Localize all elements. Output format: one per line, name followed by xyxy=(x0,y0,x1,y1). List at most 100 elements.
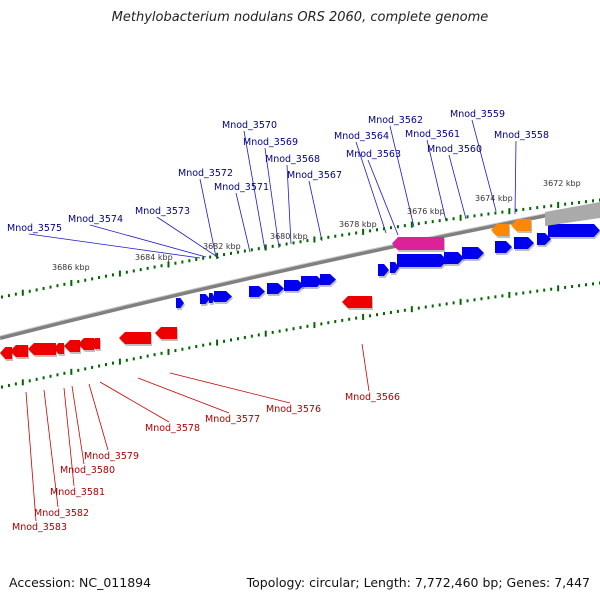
upper-scale-tick xyxy=(466,215,469,219)
lower-scale-tick xyxy=(250,334,253,338)
upper-scale-tick xyxy=(355,231,358,235)
lower-scale-tick xyxy=(515,292,518,296)
scale-tick-label: 3682 kbp xyxy=(203,242,241,251)
reverse-gene-arrow xyxy=(10,345,29,359)
lower-scale-tick xyxy=(153,353,156,357)
rna-feature xyxy=(491,224,510,238)
lower-scale-tick xyxy=(445,302,448,306)
gene-leader-line xyxy=(243,130,266,251)
upper-scale-tick xyxy=(132,269,135,273)
lower-scale-tick xyxy=(501,294,504,298)
upper-scale-tick xyxy=(223,253,226,257)
upper-scale-tick xyxy=(7,294,10,298)
lower-scale-tick xyxy=(403,308,406,312)
upper-scale-tick xyxy=(84,278,87,282)
forward-gene-arrow xyxy=(284,280,305,293)
gene-leader-line xyxy=(286,164,292,245)
reverse-gene-arrow xyxy=(91,338,101,351)
lower-scale-tick xyxy=(382,312,385,316)
gene-leader-line xyxy=(43,389,59,508)
lower-scale-tick xyxy=(49,374,52,378)
lower-scale-tick xyxy=(21,379,24,386)
upper-scale-tick xyxy=(369,229,372,233)
upper-scale-tick xyxy=(592,199,595,203)
lower-scale-tick xyxy=(355,316,358,320)
upper-scale-tick xyxy=(271,244,274,248)
upper-scale-tick xyxy=(28,289,31,293)
gene-label: Mnod_3577 xyxy=(205,414,260,425)
gene-leader-line xyxy=(426,139,447,222)
upper-scale-tick xyxy=(292,241,295,245)
upper-scale-tick xyxy=(550,204,553,208)
lower-scale-tick xyxy=(209,342,212,346)
reverse-gene-arrow xyxy=(78,338,95,352)
forward-gene-arrow xyxy=(214,291,233,304)
lower-scale-tick xyxy=(285,328,288,332)
lower-scale-tick xyxy=(473,298,476,302)
lower-scale-tick xyxy=(118,358,121,365)
upper-scale-tick xyxy=(348,232,351,236)
lower-scale-tick xyxy=(229,338,232,342)
lower-scale-tick xyxy=(334,320,337,324)
gene-leader-line xyxy=(367,159,399,236)
gene-label: Mnod_3583 xyxy=(12,522,67,533)
upper-scale-tick xyxy=(376,228,379,232)
lower-scale-tick xyxy=(571,285,574,289)
upper-scale-tick xyxy=(515,208,518,212)
upper-scale-tick xyxy=(564,202,567,206)
upper-scale-tick xyxy=(125,270,128,274)
scale-tick-label: 3672 kbp xyxy=(543,179,581,188)
reverse-gene-arrow xyxy=(0,347,13,361)
upper-scale-tick xyxy=(585,200,588,204)
genome-backbone-highlight xyxy=(0,202,600,337)
gene-label: Mnod_3573 xyxy=(135,206,190,217)
gene-leader-line xyxy=(25,391,37,522)
reverse-gene-arrow xyxy=(155,327,178,341)
gene-label: Mnod_3574 xyxy=(68,214,123,225)
upper-scale-tick xyxy=(181,260,184,264)
lower-scale-tick xyxy=(63,371,66,375)
gene-leader-line xyxy=(99,381,170,423)
lower-scale-tick xyxy=(257,333,260,337)
upper-scale-tick xyxy=(98,276,101,280)
lower-scale-tick xyxy=(132,357,135,361)
lower-scale-tick xyxy=(271,330,274,334)
upper-scale-tick xyxy=(438,219,441,223)
pseudogene-feature xyxy=(392,237,445,252)
lower-scale-tick xyxy=(480,297,483,301)
lower-scale-tick xyxy=(77,368,80,372)
scale-tick-label: 3678 kbp xyxy=(339,220,377,229)
reverse-gene-arrow xyxy=(54,343,65,356)
gene-label: Mnod_3569 xyxy=(243,137,298,148)
gene-leader-line xyxy=(199,178,217,258)
forward-gene-arrow xyxy=(537,233,552,247)
upper-scale-tick xyxy=(146,266,149,270)
lower-scale-tick xyxy=(452,301,455,305)
lower-scale-tick xyxy=(362,313,365,320)
lower-scale-tick xyxy=(389,310,392,314)
upper-scale-tick xyxy=(278,243,281,247)
lower-scale-tick xyxy=(70,368,73,375)
lower-scale-tick xyxy=(376,313,379,317)
gene-label: Mnod_3560 xyxy=(427,144,482,155)
upper-scale-tick xyxy=(105,274,108,278)
lower-scale-tick xyxy=(42,376,45,380)
gene-leader-line xyxy=(169,372,291,404)
lower-scale-tick xyxy=(431,304,434,308)
lower-scale-tick xyxy=(348,317,351,321)
upper-scale-tick xyxy=(334,234,337,238)
upper-scale-tick xyxy=(522,207,525,211)
upper-scale-tick xyxy=(243,249,246,253)
upper-scale-tick xyxy=(306,239,309,243)
lower-scale-tick xyxy=(216,339,219,346)
gene-leader-line xyxy=(355,141,387,234)
lower-scale-tick xyxy=(181,347,184,351)
upper-scale-tick xyxy=(417,222,420,226)
forward-gene-arrow xyxy=(301,276,324,289)
lower-scale-tick xyxy=(278,329,281,333)
lower-scale-tick xyxy=(139,355,142,359)
gene-label: Mnod_3580 xyxy=(60,465,115,476)
upper-scale-tick xyxy=(188,259,191,263)
upper-scale-tick xyxy=(216,252,219,259)
gene-label: Mnod_3566 xyxy=(345,392,400,403)
